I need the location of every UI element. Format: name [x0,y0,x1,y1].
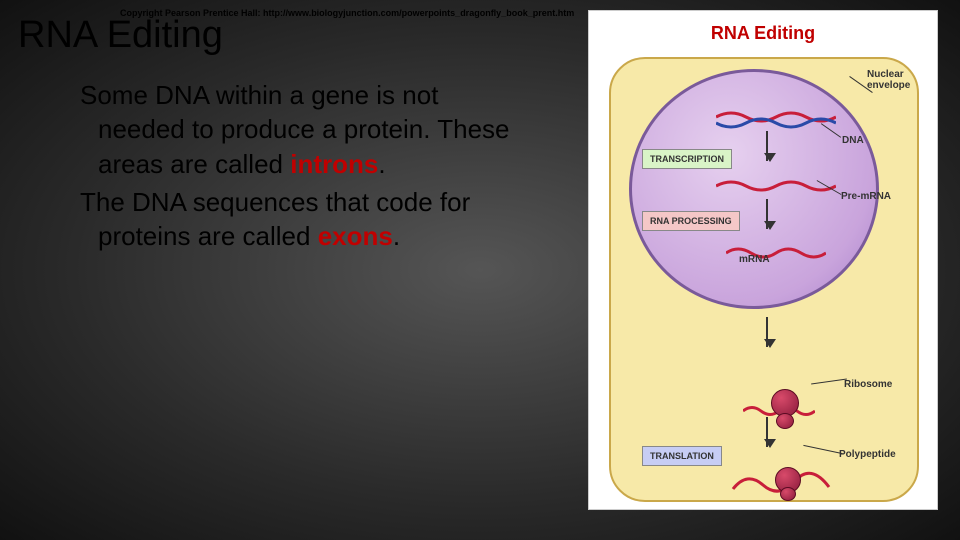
slide-title: RNA Editing [18,14,223,57]
ribosome-shape [743,389,815,433]
arrow-icon [766,417,768,447]
arrow-icon [766,131,768,161]
cell-shape: TRANSCRIPTION RNA PROCESSING TRANSLATION [609,57,919,502]
label-nuclear-envelope: Nuclear envelope [867,69,927,91]
paragraph-2: The DNA sequences that code for proteins… [98,185,510,254]
p2-text-a: The DNA sequences that code for proteins… [80,187,470,251]
body-text: Some DNA within a gene is not needed to … [80,78,510,258]
stage-transcription-label: TRANSCRIPTION [642,149,732,169]
stage-translation-label: TRANSLATION [642,446,722,466]
p2-text-c: . [393,221,400,251]
label-dna: DNA [842,135,864,146]
label-ribosome: Ribosome [844,379,892,390]
term-introns: introns [290,149,378,179]
p1-text-c: . [378,149,385,179]
label-mrna: mRNA [739,254,770,265]
stage-rna-processing-label: RNA PROCESSING [642,211,740,231]
label-polypeptide: Polypeptide [839,449,896,460]
polypeptide-shape [729,465,839,501]
label-pre-mrna: Pre-mRNA [841,191,891,202]
term-exons: exons [318,221,393,251]
slide: Copyright Pearson Prentice Hall: http://… [0,0,960,540]
arrow-icon [766,199,768,229]
diagram-panel: RNA Editing [588,10,938,510]
diagram-title: RNA Editing [589,23,937,44]
dna-strand [716,111,836,129]
arrow-icon [766,317,768,347]
paragraph-1: Some DNA within a gene is not needed to … [98,78,510,181]
